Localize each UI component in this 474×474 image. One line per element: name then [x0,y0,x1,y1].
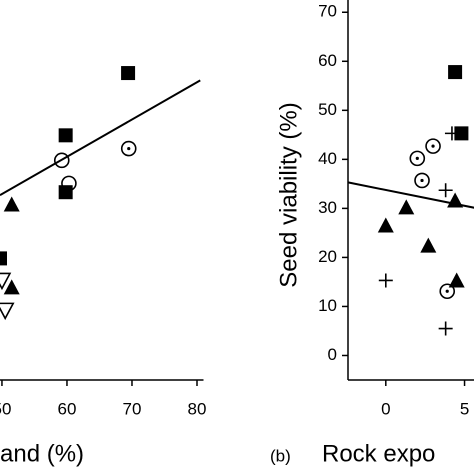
y-tick-label: 10 [318,296,337,315]
point [439,283,456,300]
point [53,152,70,169]
point [3,196,20,212]
y-tick-label: 70 [318,2,337,21]
x-tick-label: 50 [0,399,11,418]
point [448,65,463,80]
point [444,126,459,141]
point [121,66,136,81]
point [58,128,73,143]
y-tick-label: 60 [318,51,337,70]
point [438,321,453,336]
point-ring [439,283,456,300]
x-tick-label: 60 [58,399,77,418]
y-tick-label: 20 [318,247,337,266]
point-ring [120,140,137,157]
point [420,237,437,253]
point [448,272,465,288]
point [378,273,393,288]
point-dot [420,178,424,183]
point [0,302,15,321]
point-ring [409,150,426,167]
point-ring [414,172,430,189]
x-axis-label: Rock expo [322,440,435,467]
point [3,279,20,295]
x-tick-label: 70 [123,399,142,418]
y-tick-label: 0 [328,345,337,364]
panel-label: (b) [270,446,291,465]
point [120,140,137,157]
point [414,172,430,189]
point-dot [431,144,435,148]
y-tick-label: 50 [318,100,337,119]
point [454,126,469,141]
x-axis-label: and (%) [0,440,84,467]
y-tick-label: 40 [318,149,337,168]
point [409,150,426,167]
point [377,217,394,233]
point-ring [425,138,441,154]
point [447,192,464,208]
point [398,199,415,215]
fit-line [347,181,474,209]
x-tick-label: 0 [381,399,390,418]
fit-line [0,79,201,197]
point [0,272,12,291]
point-dot [127,146,131,151]
point [61,175,77,192]
point-dot [445,289,449,293]
point-dot [415,156,419,160]
point [438,183,453,198]
point [425,138,441,154]
y-axis-label: Seed viability (%) [275,102,302,287]
point [58,185,73,200]
x-tick-label: 5 [460,399,469,418]
y-tick-label: 30 [318,198,337,217]
point [0,251,7,266]
x-tick-label: 80 [188,399,207,418]
